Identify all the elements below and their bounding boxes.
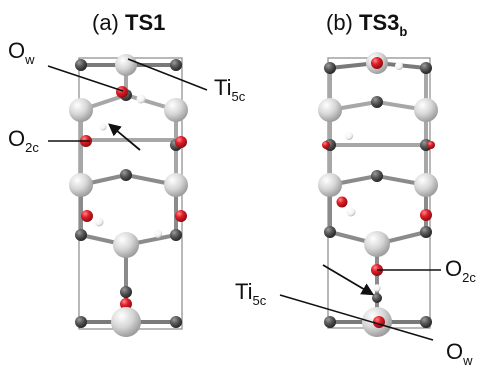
- panel-b-arrow: [322, 264, 375, 296]
- o-atom: [81, 210, 93, 222]
- ti-atom: [164, 98, 188, 122]
- panel-b-title: (b) TS3b: [326, 10, 407, 39]
- ti-atom: [111, 307, 141, 337]
- o-atom: [427, 141, 435, 149]
- dark-atom: [75, 229, 87, 241]
- panel-b-ow-main: O: [446, 339, 463, 364]
- panel-a-arrow: [108, 123, 141, 151]
- ti-atom: [164, 173, 188, 197]
- panel-a-ow-main: O: [8, 38, 25, 63]
- ti-atom: [364, 231, 390, 257]
- panel-a-bonds: [79, 63, 178, 324]
- panel-b-o2c-label: O2c: [445, 256, 476, 285]
- dark-atom: [324, 226, 336, 238]
- ti-atom: [113, 232, 139, 258]
- panel-b-ti-sub: 5c: [253, 293, 267, 308]
- panel-b-ti-label: Ti5c: [235, 279, 267, 308]
- panel-a-ti-sub: 5c: [232, 89, 246, 104]
- dark-atom: [170, 229, 182, 241]
- o-atom: [322, 141, 330, 149]
- h-atom: [94, 217, 104, 227]
- panel-a-prefix: (a): [92, 10, 125, 35]
- panel-b-ow-label-line: [279, 294, 434, 341]
- h-atom: [154, 230, 162, 238]
- dark-atom: [371, 170, 383, 182]
- panel-a-ti-label: Ti5c: [214, 75, 246, 104]
- dark-atom: [324, 316, 336, 328]
- panel-b-ow-sub: w: [462, 353, 473, 368]
- dark-atom: [75, 59, 87, 71]
- dark-atom: [371, 96, 383, 108]
- panel-a-ti-label-line: [127, 58, 208, 91]
- panel-b-o2c-main: O: [445, 256, 462, 281]
- dark-atom: [324, 62, 336, 74]
- panel-a-ti-main: Ti: [214, 75, 232, 100]
- dark-atom: [420, 62, 432, 74]
- dark-atom: [372, 293, 382, 303]
- ti-atom: [318, 98, 342, 122]
- ti-atom: [69, 173, 93, 197]
- h-atom: [99, 123, 107, 131]
- panel-b-labels: O2c Ti5c Ow: [235, 256, 476, 368]
- o-atom: [373, 316, 385, 328]
- o-atom: [336, 196, 348, 208]
- panel-a-ow-label: Ow: [8, 38, 35, 67]
- h-atom: [395, 62, 403, 70]
- h-atom: [345, 132, 353, 140]
- dark-atom: [420, 226, 432, 238]
- ti-atom: [69, 98, 93, 122]
- ti-atom: [414, 173, 438, 197]
- ti-atom: [318, 173, 342, 197]
- dark-atom: [120, 169, 132, 181]
- panel-b-ti-main: Ti: [235, 279, 253, 304]
- panel-b-prefix: (b): [326, 10, 359, 35]
- panel-b-name: TS3: [359, 10, 399, 35]
- panel-a-atoms: [69, 54, 188, 337]
- h-atom: [136, 94, 146, 104]
- dark-atom: [170, 59, 182, 71]
- panel-a-o2c-label: O2c: [8, 126, 39, 155]
- dark-atom: [120, 286, 132, 298]
- panel-b-structure: (b) TS3b: [235, 10, 476, 368]
- panel-a-structure: (a) TS1: [8, 10, 246, 337]
- ti-atom: [414, 98, 438, 122]
- o-atom: [120, 298, 132, 310]
- panel-a-title: (a) TS1: [92, 10, 165, 35]
- panel-a-o2c-sub: 2c: [25, 140, 39, 155]
- o-atom: [175, 136, 187, 148]
- dark-atom: [75, 316, 87, 328]
- panel-a-ow-label-line: [47, 65, 124, 92]
- h-atom: [373, 284, 381, 292]
- panel-b-o2c-sub: 2c: [462, 270, 476, 285]
- ti-atom: [115, 54, 137, 76]
- panel-a-ow-sub: w: [24, 52, 35, 67]
- o-atom: [371, 57, 383, 69]
- panel-b-atoms: [318, 52, 438, 337]
- o-atom: [420, 209, 432, 221]
- dark-atom: [170, 316, 182, 328]
- o-atom: [116, 86, 128, 98]
- dark-atom: [420, 316, 432, 328]
- panel-b-ow-label: Ow: [446, 339, 473, 368]
- panel-b-name-sub: b: [399, 24, 407, 39]
- panel-a-name: TS1: [125, 10, 165, 35]
- o-atom: [175, 210, 187, 222]
- panel-a-labels: Ow Ti5c O2c: [8, 38, 246, 155]
- h-atom: [346, 207, 356, 217]
- panel-a-o2c-main: O: [8, 126, 25, 151]
